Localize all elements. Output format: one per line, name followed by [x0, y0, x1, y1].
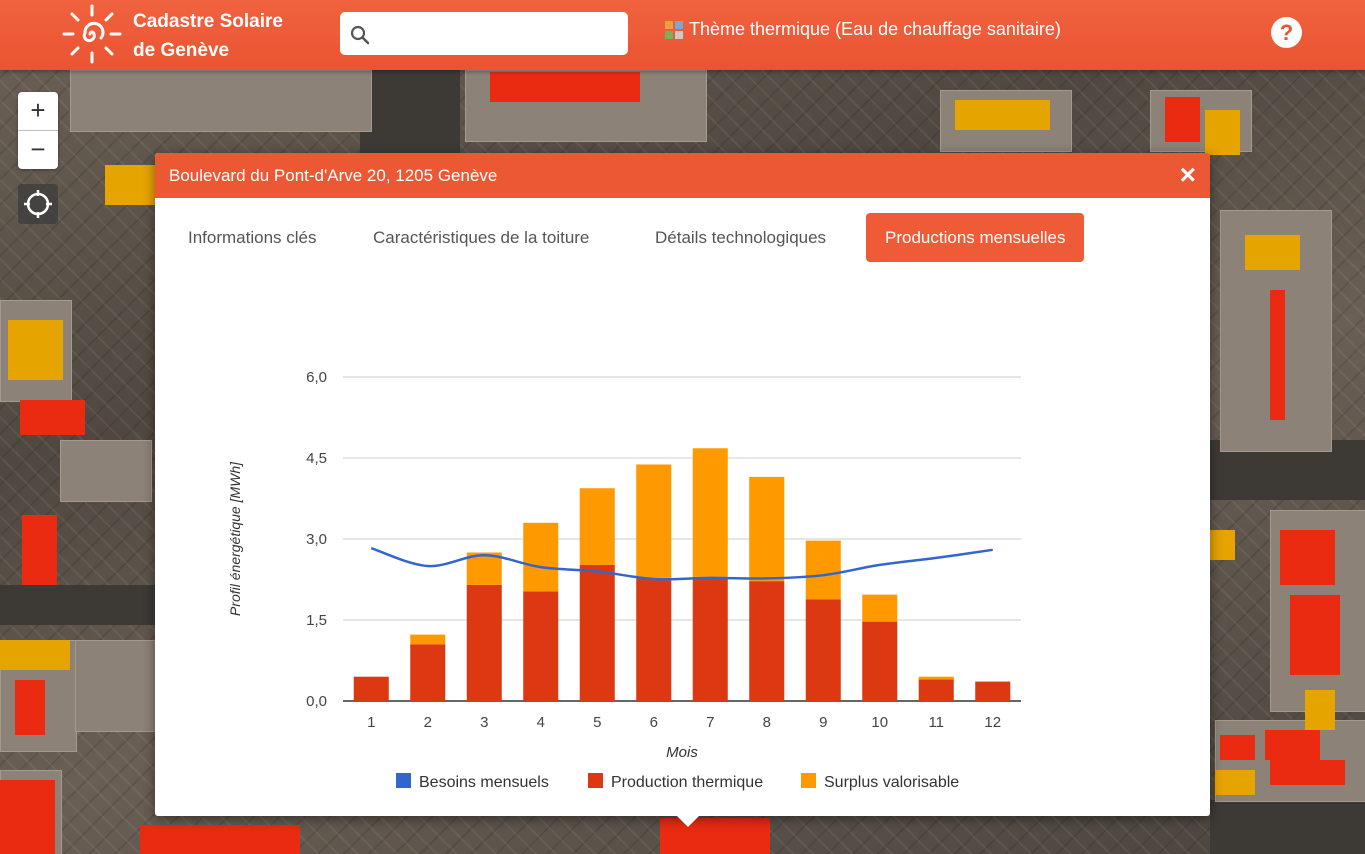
bar-production-thermique[interactable] — [353, 676, 389, 701]
bar-production-thermique[interactable] — [975, 681, 1011, 701]
legend-surplus-valorisable: Surplus valorisable — [824, 774, 959, 791]
x-tick-label: 3 — [480, 714, 488, 731]
tab-caracteristiques-toiture[interactable]: Caractéristiques de la toiture — [373, 228, 590, 247]
locate-button[interactable] — [18, 184, 58, 224]
search-box[interactable] — [340, 12, 628, 55]
popup-address-title: Boulevard du Pont-d'Arve 20, 1205 Genève — [169, 166, 498, 185]
bar-surplus-valorisable[interactable] — [523, 522, 559, 592]
legend-production-thermique: Production thermique — [611, 774, 763, 791]
bar-production-thermique[interactable] — [466, 584, 502, 701]
zoom-out-button[interactable]: − — [18, 131, 58, 169]
brand-line-2: de Genève — [133, 40, 230, 61]
y-axis-ticks: 0,0 1,5 3,0 4,5 6,0 — [306, 369, 327, 710]
bar-production-thermique[interactable] — [918, 679, 954, 701]
crosshair-icon — [24, 190, 52, 218]
bar-production-thermique[interactable] — [692, 576, 728, 701]
legend-swatch-production — [588, 773, 603, 788]
search-icon — [350, 25, 370, 45]
bar-surplus-valorisable[interactable] — [636, 464, 672, 578]
x-tick-label: 12 — [984, 714, 1001, 731]
tab-details-technologiques[interactable]: Détails technologiques — [655, 228, 827, 247]
bar-production-thermique[interactable] — [523, 591, 559, 701]
x-axis-label: Mois — [666, 744, 698, 761]
x-tick-label: 9 — [819, 714, 827, 731]
zoom-in-button[interactable]: + — [18, 92, 58, 131]
monthly-production-chart: 0,01,53,04,56,0 1 2 3 4 5 6 7 8 9 10 11 12 Profil é… — [227, 369, 1021, 791]
bar-surplus-valorisable[interactable] — [805, 540, 841, 600]
bar-surplus-valorisable[interactable] — [862, 594, 898, 622]
tab-productions-mensuelles[interactable]: Productions mensuelles — [866, 213, 1085, 262]
help-button[interactable]: ? — [1271, 17, 1302, 48]
x-tick-label: 11 — [928, 714, 944, 731]
x-tick-label: 4 — [537, 714, 545, 731]
search-input[interactable] — [378, 18, 622, 50]
brand-line-1: Cadastre Solaire — [133, 11, 283, 32]
y-tick-label: 4,5 — [306, 450, 327, 467]
bar-production-thermique[interactable] — [579, 564, 615, 701]
besoins-mensuels-line — [370, 546, 993, 581]
chart-bars — [353, 448, 1011, 701]
y-tick-label: 3,0 — [306, 531, 327, 548]
x-tick-label: 1 — [367, 714, 375, 731]
popup-header: Boulevard du Pont-d'Arve 20, 1205 Genève… — [155, 153, 1210, 198]
x-tick-label: 7 — [706, 714, 714, 731]
y-axis-label: Profil énergétique [MWh] — [227, 461, 243, 616]
x-tick-label: 5 — [593, 714, 601, 731]
sun-logo-icon[interactable] — [60, 4, 124, 64]
bar-surplus-valorisable[interactable] — [410, 634, 446, 645]
x-tick-label: 2 — [424, 714, 432, 731]
bar-surplus-valorisable[interactable] — [749, 476, 785, 582]
y-tick-label: 0,0 — [306, 693, 327, 710]
bar-production-thermique[interactable] — [749, 581, 785, 701]
bar-surplus-valorisable[interactable] — [579, 488, 615, 565]
bar-production-thermique[interactable] — [636, 577, 672, 701]
bar-production-thermique[interactable] — [805, 599, 841, 701]
x-axis-ticks: 1 2 3 4 5 6 7 8 9 10 11 12 — [367, 714, 1001, 731]
y-tick-label: 1,5 — [306, 612, 327, 629]
theme-grid-icon — [665, 20, 683, 39]
bar-production-thermique[interactable] — [862, 621, 898, 701]
legend-besoins-mensuels: Besoins mensuels — [419, 774, 549, 791]
x-tick-label: 8 — [763, 714, 771, 731]
bar-production-thermique[interactable] — [410, 644, 446, 701]
theme-selector[interactable]: Thème thermique (Eau de chauffage sanita… — [665, 19, 1061, 40]
theme-label: Thème thermique (Eau de chauffage sanita… — [689, 19, 1061, 39]
tab-informations-cles[interactable]: Informations clés — [188, 228, 317, 247]
x-tick-label: 10 — [871, 714, 888, 731]
close-button[interactable]: × — [1179, 159, 1196, 190]
bar-surplus-valorisable[interactable] — [918, 676, 954, 680]
x-tick-label: 6 — [650, 714, 658, 731]
y-tick-label: 6,0 — [306, 369, 327, 386]
legend-swatch-besoins — [396, 773, 411, 788]
popup-pointer — [676, 815, 700, 827]
brand-title[interactable]: Cadastre Solaire de Genève — [133, 7, 333, 65]
bar-surplus-valorisable[interactable] — [692, 448, 728, 577]
building-popup: Boulevard du Pont-d'Arve 20, 1205 Genève… — [155, 153, 1210, 827]
chart-legend: Besoins mensuels Production thermique Su… — [396, 773, 959, 791]
legend-swatch-surplus — [801, 773, 816, 788]
app-header: Cadastre Solaire de Genève Thème thermiq… — [0, 0, 1365, 70]
bar-surplus-valorisable[interactable] — [466, 552, 502, 585]
chart-gridlines — [343, 376, 1021, 702]
